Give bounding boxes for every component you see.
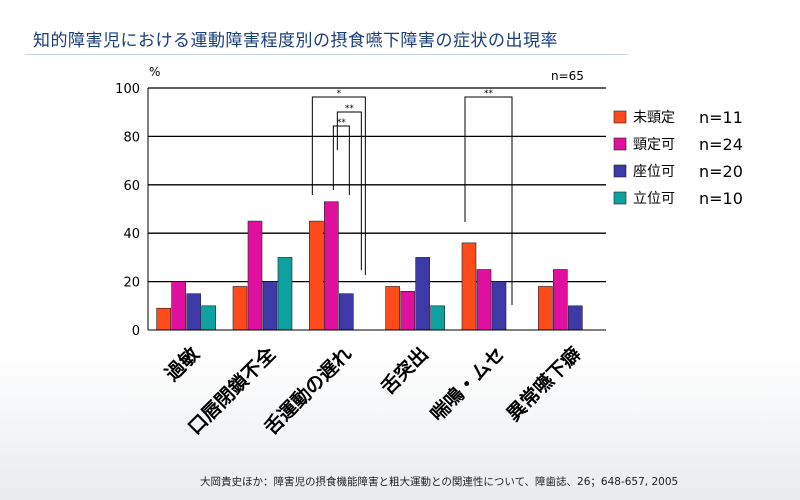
- legend-label: 頸定可: [633, 137, 675, 153]
- bar-4-1: [476, 269, 492, 331]
- bar-0-0: [156, 307, 171, 331]
- significance-mark: **: [484, 89, 494, 99]
- legend-swatch: [613, 137, 627, 151]
- significance-mark: **: [337, 118, 347, 128]
- y-tick-label: 100: [115, 82, 140, 97]
- significance-bracket: [464, 96, 513, 305]
- legend-label: 未頸定: [633, 110, 675, 126]
- bar-2-0: [309, 220, 324, 331]
- category-label: 舌突出: [376, 342, 433, 399]
- legend-label: 座位可: [633, 164, 675, 180]
- y-tick-label: 0: [132, 324, 140, 339]
- bar-5-1: [553, 269, 568, 331]
- bar-3-0: [385, 286, 400, 331]
- significance-bracket: [332, 125, 350, 195]
- bar-2-2: [339, 293, 354, 331]
- legend-count: n=10: [699, 189, 743, 208]
- page-title: 知的障害児における運動障害程度別の摂食嚥下障害の症状の出現率: [25, 26, 628, 55]
- bar-0-3: [201, 305, 216, 331]
- bar-5-0: [538, 286, 553, 331]
- legend-count: n=11: [699, 108, 743, 127]
- bar-3-3: [430, 305, 445, 331]
- bar-3-2: [415, 257, 430, 331]
- category-label: 過敏: [161, 342, 204, 385]
- significance-bracket: [336, 111, 362, 270]
- bar-5-2: [568, 305, 583, 331]
- legend-swatch: [613, 164, 627, 178]
- bar-2-1: [324, 201, 339, 331]
- legend-count: n=24: [699, 135, 743, 154]
- sample-size-label: n=65: [551, 69, 584, 83]
- legend-swatch: [613, 191, 627, 205]
- significance-mark: *: [337, 89, 342, 99]
- bar-0-1: [171, 281, 186, 331]
- category-label: 異常嚥下癖: [502, 342, 585, 425]
- bar-1-0: [232, 286, 248, 331]
- legend-label: 立位可: [633, 191, 675, 207]
- bar-3-1: [400, 290, 415, 331]
- significance-mark: **: [345, 104, 355, 114]
- y-tick-label: 80: [123, 130, 140, 145]
- bar-4-2: [491, 281, 507, 331]
- bar-1-2: [262, 281, 278, 331]
- y-tick-label: 60: [123, 179, 140, 194]
- significance-bracket: [311, 96, 366, 275]
- y-tick-label: 40: [123, 227, 140, 242]
- bar-1-1: [247, 220, 263, 331]
- y-tick-label: 20: [123, 276, 140, 291]
- legend-count: n=20: [699, 162, 743, 181]
- y-axis-label: %: [149, 65, 160, 79]
- citation: 大岡貴史ほか：障害児の摂食機能障害と粗大運動との関連性について、障歯誌、26；6…: [200, 476, 679, 488]
- bar-4-0: [461, 242, 477, 331]
- bar-0-2: [186, 293, 201, 331]
- legend-swatch: [613, 110, 627, 124]
- category-label: 喘鳴・ムセ: [426, 342, 509, 425]
- bar-1-3: [277, 257, 293, 331]
